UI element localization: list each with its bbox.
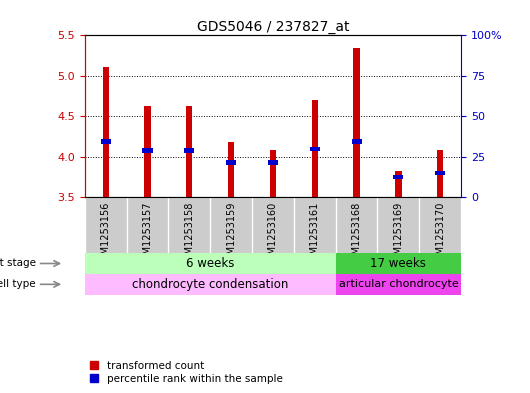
Bar [395, 171, 402, 197]
Bar [351, 140, 361, 144]
Bar [184, 148, 195, 153]
Bar [85, 253, 335, 274]
Text: articular chondrocyte: articular chondrocyte [339, 279, 458, 289]
Bar [103, 67, 109, 197]
Text: GSM1253157: GSM1253157 [143, 201, 153, 267]
Bar [354, 48, 360, 197]
Text: development stage: development stage [0, 259, 36, 268]
Text: GSM1253159: GSM1253159 [226, 201, 236, 267]
Bar [437, 151, 443, 197]
Bar [335, 274, 461, 295]
Text: GSM1253168: GSM1253168 [351, 201, 361, 266]
Bar [335, 253, 461, 274]
Text: GSM1253161: GSM1253161 [310, 201, 320, 266]
Legend: transformed count, percentile rank within the sample: transformed count, percentile rank withi… [90, 361, 282, 384]
Bar [85, 274, 335, 295]
Text: cell type: cell type [0, 279, 36, 289]
Bar [393, 175, 403, 180]
Text: chondrocyte condensation: chondrocyte condensation [132, 278, 288, 291]
Text: GSM1253158: GSM1253158 [184, 201, 195, 267]
Text: GSM1253160: GSM1253160 [268, 201, 278, 266]
Bar [226, 160, 236, 165]
Bar [310, 147, 320, 151]
Text: 17 weeks: 17 weeks [370, 257, 426, 270]
Bar [144, 106, 151, 197]
Bar [270, 151, 276, 197]
Bar [435, 171, 445, 175]
Bar [143, 148, 153, 153]
Bar [228, 141, 234, 197]
Text: GSM1253156: GSM1253156 [101, 201, 111, 267]
Bar [268, 160, 278, 165]
Title: GDS5046 / 237827_at: GDS5046 / 237827_at [197, 20, 349, 34]
Bar [101, 140, 111, 144]
Text: 6 weeks: 6 weeks [186, 257, 234, 270]
Bar [186, 106, 192, 197]
Bar [312, 100, 318, 197]
Text: GSM1253170: GSM1253170 [435, 201, 445, 267]
Text: GSM1253169: GSM1253169 [393, 201, 403, 266]
